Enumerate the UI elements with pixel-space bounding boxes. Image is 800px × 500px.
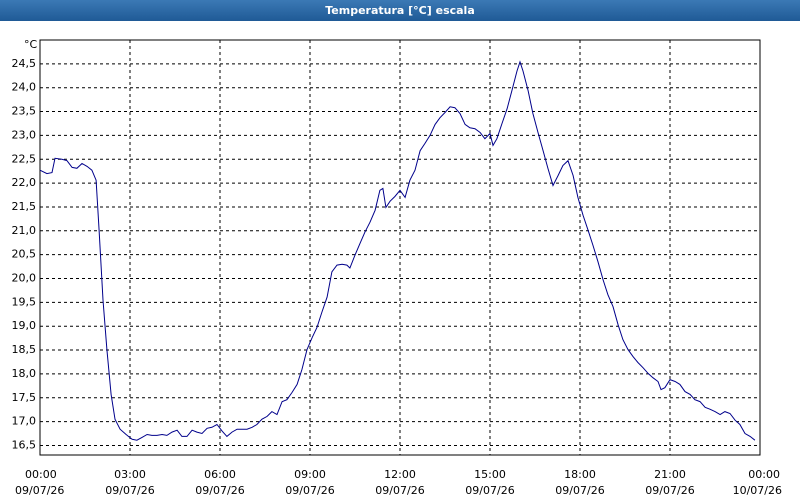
y-tick-label: 18,0 bbox=[12, 367, 37, 380]
x-tick-date: 09/07/26 bbox=[465, 484, 514, 497]
y-tick-label: 22,5 bbox=[12, 152, 37, 165]
x-tick-date: 09/07/26 bbox=[15, 484, 64, 497]
y-tick-label: 16,5 bbox=[12, 438, 37, 451]
x-tick-label: 00:00 bbox=[748, 468, 780, 481]
temperature-line bbox=[39, 60, 756, 441]
x-tick-date: 09/07/26 bbox=[285, 484, 334, 497]
x-tick-date: 10/07/26 bbox=[733, 484, 782, 497]
x-tick-label: 15:00 bbox=[474, 468, 506, 481]
x-tick-date: 09/07/26 bbox=[105, 484, 154, 497]
y-tick-label: 24,0 bbox=[12, 81, 37, 94]
x-tick-label: 21:00 bbox=[654, 468, 686, 481]
title-bar bbox=[0, 0, 800, 21]
y-tick-label: 20,0 bbox=[12, 272, 37, 285]
x-tick-label: 09:00 bbox=[294, 468, 326, 481]
x-tick-date: 09/07/26 bbox=[195, 484, 244, 497]
x-tick-date: 09/07/26 bbox=[645, 484, 694, 497]
y-tick-label: 17,0 bbox=[12, 415, 37, 428]
y-tick-label: 21,5 bbox=[12, 200, 37, 213]
y-tick-label: 18,5 bbox=[12, 343, 37, 356]
x-tick-label: 00:00 bbox=[25, 468, 57, 481]
chart-title: Temperatura [°C] escala bbox=[325, 4, 475, 17]
y-tick-label: 21,0 bbox=[12, 224, 37, 237]
y-tick-label: 19,5 bbox=[12, 295, 37, 308]
y-tick-label: 23,5 bbox=[12, 105, 37, 118]
x-tick-label: 18:00 bbox=[564, 468, 596, 481]
y-unit: °C bbox=[24, 38, 38, 51]
y-tick-label: 22,0 bbox=[12, 176, 37, 189]
y-tick-label: 23,0 bbox=[12, 128, 37, 141]
x-tick-date: 09/07/26 bbox=[375, 484, 424, 497]
x-tick-label: 06:00 bbox=[204, 468, 236, 481]
x-tick-date: 09/07/26 bbox=[555, 484, 604, 497]
x-tick-label: 03:00 bbox=[114, 468, 146, 481]
y-tick-label: 20,5 bbox=[12, 248, 37, 261]
y-tick-label: 17,5 bbox=[12, 391, 37, 404]
y-tick-label: 24,5 bbox=[12, 57, 37, 70]
y-tick-label: 19,0 bbox=[12, 319, 37, 332]
x-tick-label: 12:00 bbox=[384, 468, 416, 481]
